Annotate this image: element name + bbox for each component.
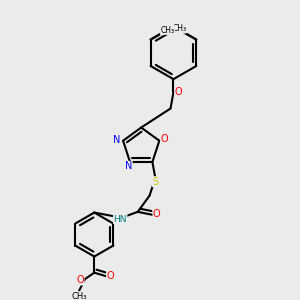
Text: O: O bbox=[76, 275, 84, 285]
Text: HN: HN bbox=[113, 215, 127, 224]
Text: CH₃: CH₃ bbox=[71, 292, 86, 300]
Text: CH₃: CH₃ bbox=[160, 26, 175, 34]
Text: CH₃: CH₃ bbox=[172, 24, 187, 33]
Text: N: N bbox=[125, 161, 132, 171]
Text: O: O bbox=[175, 87, 182, 98]
Text: O: O bbox=[161, 134, 168, 144]
Text: S: S bbox=[152, 177, 158, 187]
Text: O: O bbox=[106, 271, 114, 281]
Text: O: O bbox=[153, 209, 160, 219]
Text: N: N bbox=[113, 135, 120, 145]
